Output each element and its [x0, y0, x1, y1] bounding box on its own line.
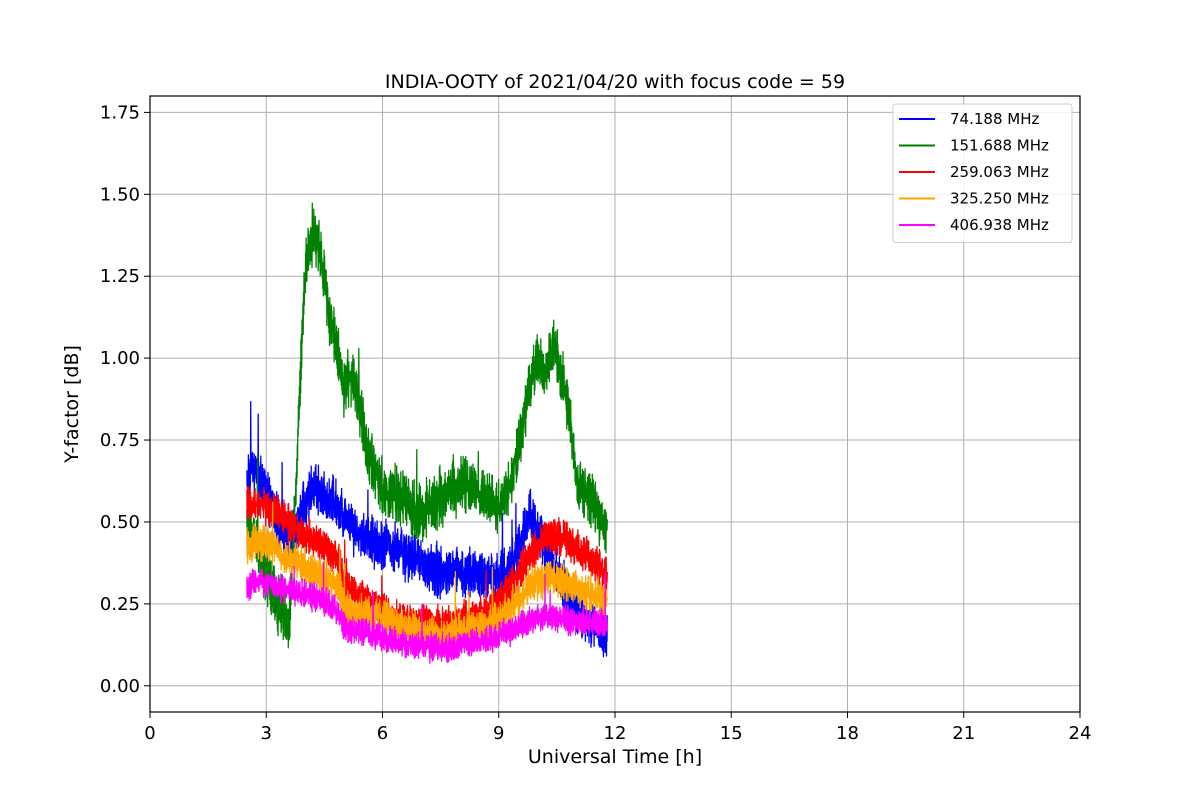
axis-ticks: 0 3 6 9 12 15 18 21 24 0.00 0.25 0.50 0.75 1.00 1.25 1.… [100, 102, 1092, 744]
y-tick-label: 1.50 [100, 184, 140, 205]
legend: 74.188 MHz 151.688 MHz 259.063 MHz 325.250 … [892, 103, 1073, 243]
x-tick-label: 6 [377, 723, 388, 744]
y-tick-label: 1.25 [100, 266, 140, 287]
y-tick-label: 1.00 [100, 348, 140, 369]
x-axis-label: Universal Time [h] [528, 746, 702, 768]
legend-box [892, 103, 1073, 243]
legend-label-2: 259.063 MHz [950, 163, 1049, 181]
series-line-2 [246, 486, 608, 645]
series-line-4 [246, 561, 608, 664]
x-tick-label: 9 [493, 723, 504, 744]
chart-title: INDIA-OOTY of 2021/04/20 with focus code… [385, 71, 845, 93]
x-tick-label: 3 [261, 723, 272, 744]
x-tick-label: 0 [144, 723, 155, 744]
y-tick-label: 0.50 [100, 512, 140, 533]
series-group [246, 202, 608, 664]
legend-label-3: 325.250 MHz [950, 190, 1049, 208]
x-tick-label: 21 [952, 723, 975, 744]
legend-label-4: 406.938 MHz [950, 216, 1049, 234]
y-tick-label: 0.75 [100, 430, 140, 451]
y-axis-label: Y-factor [dB] [61, 345, 83, 464]
y-tick-label: 1.75 [100, 102, 140, 123]
series-line-3 [246, 501, 608, 656]
x-tick-label: 12 [604, 723, 627, 744]
y-tick-label: 0.25 [100, 594, 140, 615]
legend-label-1: 151.688 MHz [950, 137, 1049, 155]
x-tick-label: 24 [1069, 723, 1092, 744]
x-tick-label: 15 [720, 723, 743, 744]
y-tick-label: 0.00 [100, 676, 140, 697]
series-line-1 [246, 202, 608, 649]
x-tick-label: 18 [836, 723, 859, 744]
legend-label-0: 74.188 MHz [950, 110, 1039, 128]
